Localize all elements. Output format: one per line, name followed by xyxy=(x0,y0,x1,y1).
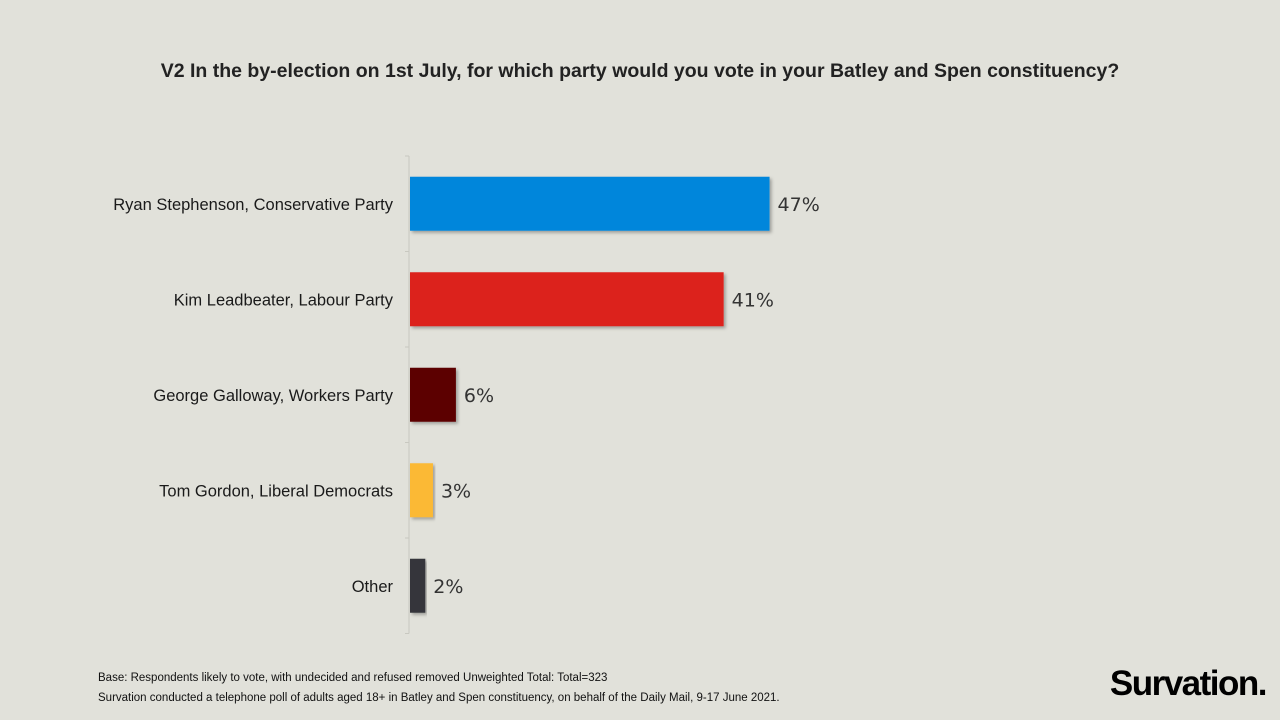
footnotes: Base: Respondents likely to vote, with u… xyxy=(98,668,780,708)
category-label: Tom Gordon, Liberal Democrats xyxy=(159,482,393,500)
category-label: Kim Leadbeater, Labour Party xyxy=(174,291,394,309)
base-note: Base: Respondents likely to vote, with u… xyxy=(98,672,608,684)
data-label: 47% xyxy=(778,194,820,216)
bar xyxy=(410,463,433,518)
category-label: George Galloway, Workers Party xyxy=(153,387,393,405)
bar xyxy=(410,367,456,422)
data-label: 2% xyxy=(433,576,463,598)
method-note: Survation conducted a telephone poll of … xyxy=(98,692,780,704)
category-label: Ryan Stephenson, Conservative Party xyxy=(113,196,393,214)
data-label: 6% xyxy=(464,385,494,407)
bar xyxy=(410,558,426,613)
data-label: 41% xyxy=(732,289,774,311)
bar xyxy=(410,272,724,327)
bar xyxy=(410,176,770,231)
survation-logo: Survation. xyxy=(1109,664,1268,703)
category-label: Other xyxy=(352,578,394,596)
chart-title: V2 In the by-election on 1st July, for w… xyxy=(160,60,1120,82)
data-label: 3% xyxy=(441,480,471,502)
